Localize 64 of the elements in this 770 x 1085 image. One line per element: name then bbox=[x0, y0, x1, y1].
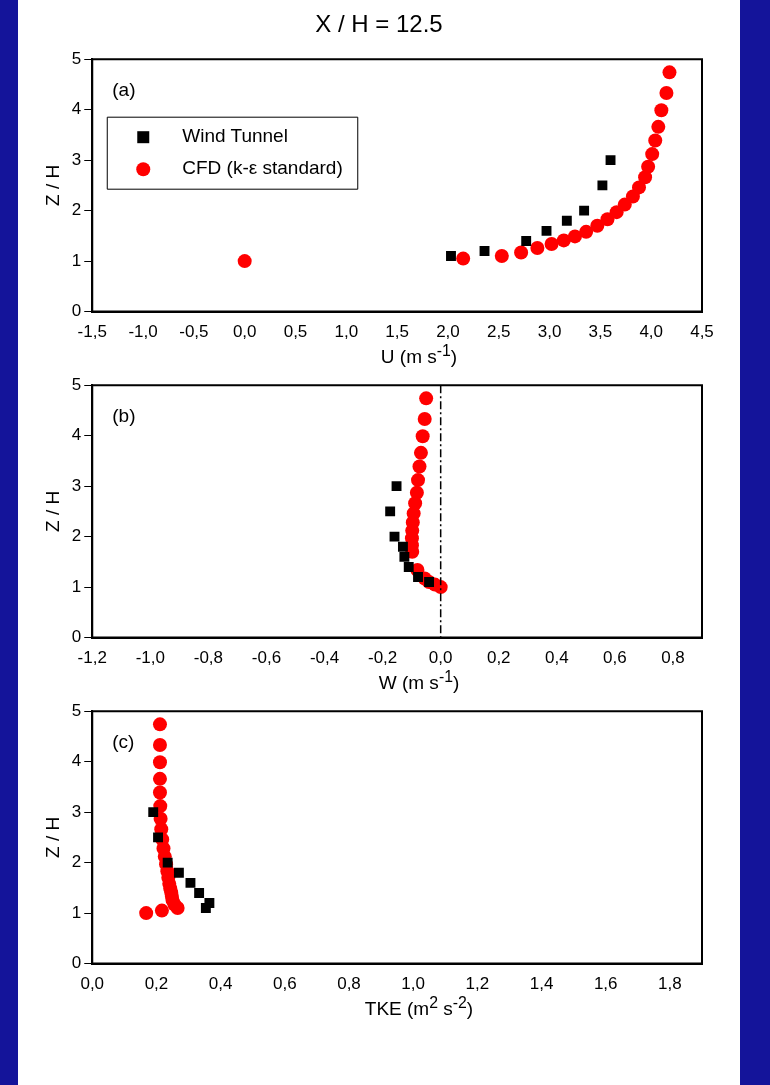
legend-label: CFD (k-ε standard) bbox=[182, 157, 343, 179]
y-tick-label: 4 bbox=[71, 99, 82, 119]
x-axis-title: W (m s$^{-1}$) bbox=[377, 668, 461, 696]
x-tick-label: 0,5 bbox=[283, 322, 308, 342]
x-tick-label: 1,4 bbox=[529, 974, 554, 994]
x-axis-title: TKE (m$^{2}$ s$^{-2}$) bbox=[363, 994, 475, 1022]
x-tick-label: 1,5 bbox=[385, 322, 409, 342]
x-tick-label: 0,6 bbox=[272, 974, 297, 994]
y-tick-label: 4 bbox=[71, 425, 82, 445]
y-tick-label: 3 bbox=[71, 801, 82, 821]
x-tick-label: 4,5 bbox=[690, 322, 714, 342]
x-tick-label: 0,6 bbox=[603, 648, 627, 668]
annotation: (a) bbox=[112, 78, 136, 100]
x-tick-label: 0,4 bbox=[545, 648, 569, 668]
x-tick-label: 0,2 bbox=[144, 974, 169, 994]
y-tick-label: 1 bbox=[71, 250, 82, 270]
x-tick-label: 4,0 bbox=[639, 322, 664, 342]
x-tick-label: -1,2 bbox=[77, 648, 107, 668]
x-tick-label: 0,4 bbox=[208, 974, 233, 994]
x-axis-title: U (m s$^{-1}$) bbox=[379, 342, 459, 370]
y-tick-label: 5 bbox=[71, 700, 82, 720]
x-tick-label: 3,0 bbox=[537, 322, 562, 342]
x-tick-label: 1,6 bbox=[593, 974, 618, 994]
x-tick-label: 1,0 bbox=[334, 322, 359, 342]
y-tick-label: 1 bbox=[71, 576, 82, 596]
x-tick-label: -0,8 bbox=[193, 648, 224, 668]
x-tick-label: 0,0 bbox=[428, 648, 453, 668]
x-tick-label: -0,4 bbox=[309, 648, 340, 668]
y-axis-title: Z / H bbox=[41, 490, 63, 532]
y-axis-title: Z / H bbox=[41, 816, 63, 858]
x-tick-label: -1,0 bbox=[135, 648, 165, 668]
annotation: (b) bbox=[112, 404, 136, 426]
y-tick-label: 3 bbox=[71, 475, 82, 495]
x-tick-label: 2,5 bbox=[486, 322, 511, 342]
y-tick-label: 2 bbox=[71, 526, 82, 546]
x-tick-label: -1,0 bbox=[128, 322, 158, 342]
x-tick-label: 0,0 bbox=[232, 322, 257, 342]
y-tick-label: 5 bbox=[71, 48, 82, 68]
y-tick-label: 4 bbox=[71, 751, 82, 771]
y-tick-label: 0 bbox=[71, 301, 82, 321]
x-tick-label: 1,2 bbox=[465, 974, 490, 994]
y-tick-label: 0 bbox=[71, 627, 82, 647]
x-tick-label: 1,8 bbox=[658, 974, 682, 994]
y-axis-title: Z / H bbox=[41, 164, 63, 206]
y-tick-label: 5 bbox=[71, 374, 82, 394]
y-tick-label: 3 bbox=[71, 149, 82, 169]
x-tick-label: 0,8 bbox=[337, 974, 361, 994]
x-tick-label: 3,5 bbox=[588, 322, 613, 342]
x-tick-label: 1,0 bbox=[401, 974, 425, 994]
x-tick-label: 0,0 bbox=[80, 974, 105, 994]
annotation: (c) bbox=[112, 730, 135, 752]
x-tick-label: 0,2 bbox=[486, 648, 511, 668]
y-tick-label: 0 bbox=[71, 953, 82, 973]
legend-label: Wind Tunnel bbox=[182, 125, 288, 147]
x-tick-label: 0,8 bbox=[661, 648, 685, 668]
x-tick-label: -0,2 bbox=[367, 648, 398, 668]
y-tick-label: 1 bbox=[71, 902, 82, 922]
x-tick-label: 2,0 bbox=[436, 322, 460, 342]
y-tick-label: 2 bbox=[71, 852, 82, 872]
chart-title: X / H = 12.5 bbox=[314, 9, 444, 39]
x-tick-label: -1,5 bbox=[77, 322, 107, 342]
x-tick-label: -0,6 bbox=[251, 648, 282, 668]
y-tick-label: 2 bbox=[71, 200, 82, 220]
x-tick-label: -0,5 bbox=[179, 322, 209, 342]
